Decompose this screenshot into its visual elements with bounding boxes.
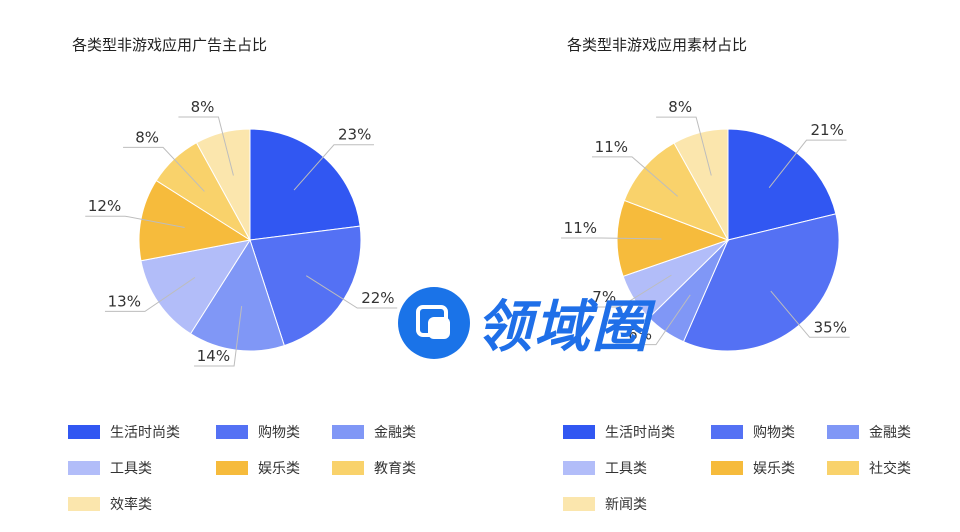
pie1-leader-0 bbox=[293, 144, 374, 191]
legend-label: 娱乐类 bbox=[258, 461, 300, 477]
legend-swatch bbox=[216, 461, 248, 475]
pie1-label-1: 22% bbox=[361, 289, 394, 307]
legend1-item-0: 生活时尚类 bbox=[68, 422, 180, 442]
chart-title-creatives: 各类型非游戏应用素材占比 bbox=[567, 36, 748, 54]
pie1-label-6: 8% bbox=[191, 98, 215, 116]
pie1-label-2: 14% bbox=[197, 347, 230, 365]
pie2-label-5: 11% bbox=[595, 138, 628, 156]
legend-swatch bbox=[827, 461, 859, 475]
pie2-leader-5 bbox=[592, 156, 678, 197]
pie1-slice-0 bbox=[249, 128, 361, 241]
pie1-leader-4 bbox=[85, 215, 185, 229]
legend1-item-3: 工具类 bbox=[68, 458, 152, 478]
pie1-label-3: 13% bbox=[108, 292, 141, 310]
legend-swatch bbox=[563, 497, 595, 511]
pie1-leader-1 bbox=[305, 275, 398, 309]
legend-label: 金融类 bbox=[869, 425, 911, 441]
pie2-leader-4 bbox=[561, 237, 662, 240]
pie2-label-2: 6% bbox=[628, 326, 652, 344]
pie2-label-6: 8% bbox=[668, 98, 692, 116]
legend-label: 购物类 bbox=[258, 425, 300, 441]
legend-label: 教育类 bbox=[374, 461, 416, 477]
legend-label: 工具类 bbox=[110, 461, 152, 477]
legend1-item-1: 购物类 bbox=[216, 422, 300, 442]
pie1-leader-3 bbox=[104, 277, 196, 312]
legend-swatch bbox=[68, 425, 100, 439]
legend-swatch bbox=[711, 425, 743, 439]
legend-swatch bbox=[332, 461, 364, 475]
pie2-label-3: 7% bbox=[592, 288, 616, 306]
legend1-item-2: 金融类 bbox=[332, 422, 416, 442]
pie1-label-4: 12% bbox=[88, 197, 121, 215]
legend2-item-6: 新闻类 bbox=[563, 494, 647, 514]
legend2-item-3: 工具类 bbox=[563, 458, 647, 478]
legend-label: 生活时尚类 bbox=[605, 425, 675, 441]
chart-title-advertisers: 各类型非游戏应用广告主占比 bbox=[72, 36, 268, 54]
legend1-item-6: 效率类 bbox=[68, 494, 152, 514]
legend-swatch bbox=[216, 425, 248, 439]
pie2-leader-3 bbox=[580, 274, 672, 308]
legend-label: 娱乐类 bbox=[753, 461, 795, 477]
pie2-leader-6 bbox=[656, 116, 712, 176]
legend2-item-0: 生活时尚类 bbox=[563, 422, 675, 442]
legend-label: 新闻类 bbox=[605, 497, 647, 513]
legend2-item-2: 金融类 bbox=[827, 422, 911, 442]
pie2-label-1: 35% bbox=[814, 318, 847, 336]
pie1-leader-5 bbox=[123, 146, 205, 192]
watermark: 领域圈 bbox=[398, 282, 650, 363]
legend2-item-4: 娱乐类 bbox=[711, 458, 795, 478]
legend-swatch bbox=[711, 461, 743, 475]
pie2-label-4: 11% bbox=[564, 219, 597, 237]
watermark-text: 领域圈 bbox=[476, 295, 650, 360]
pie1-leader-6 bbox=[178, 116, 234, 176]
legend-swatch bbox=[68, 461, 100, 475]
legend-label: 购物类 bbox=[753, 425, 795, 441]
legend-label: 生活时尚类 bbox=[110, 425, 180, 441]
legend-label: 金融类 bbox=[374, 425, 416, 441]
pie2-leader-0 bbox=[768, 139, 847, 188]
watermark-logo-icon bbox=[398, 286, 470, 359]
legend2-item-1: 购物类 bbox=[711, 422, 795, 442]
legend-label: 工具类 bbox=[605, 461, 647, 477]
legend1-item-4: 娱乐类 bbox=[216, 458, 300, 478]
legend-swatch bbox=[563, 425, 595, 439]
legend-swatch bbox=[332, 425, 364, 439]
legend-swatch bbox=[68, 497, 100, 511]
pie1-label-5: 8% bbox=[135, 128, 159, 146]
legend-swatch bbox=[563, 461, 595, 475]
legend-label: 效率类 bbox=[110, 497, 152, 513]
legend2-item-5: 社交类 bbox=[827, 458, 911, 478]
legend-swatch bbox=[827, 425, 859, 439]
legend1-item-5: 教育类 bbox=[332, 458, 416, 478]
legend-label: 社交类 bbox=[869, 461, 911, 477]
pie2-leader-2 bbox=[615, 294, 691, 346]
pie2-leader-1 bbox=[770, 290, 850, 338]
pie2-label-0: 21% bbox=[811, 121, 844, 139]
pie1-leader-2 bbox=[194, 306, 243, 367]
pie1-label-0: 23% bbox=[338, 126, 371, 144]
